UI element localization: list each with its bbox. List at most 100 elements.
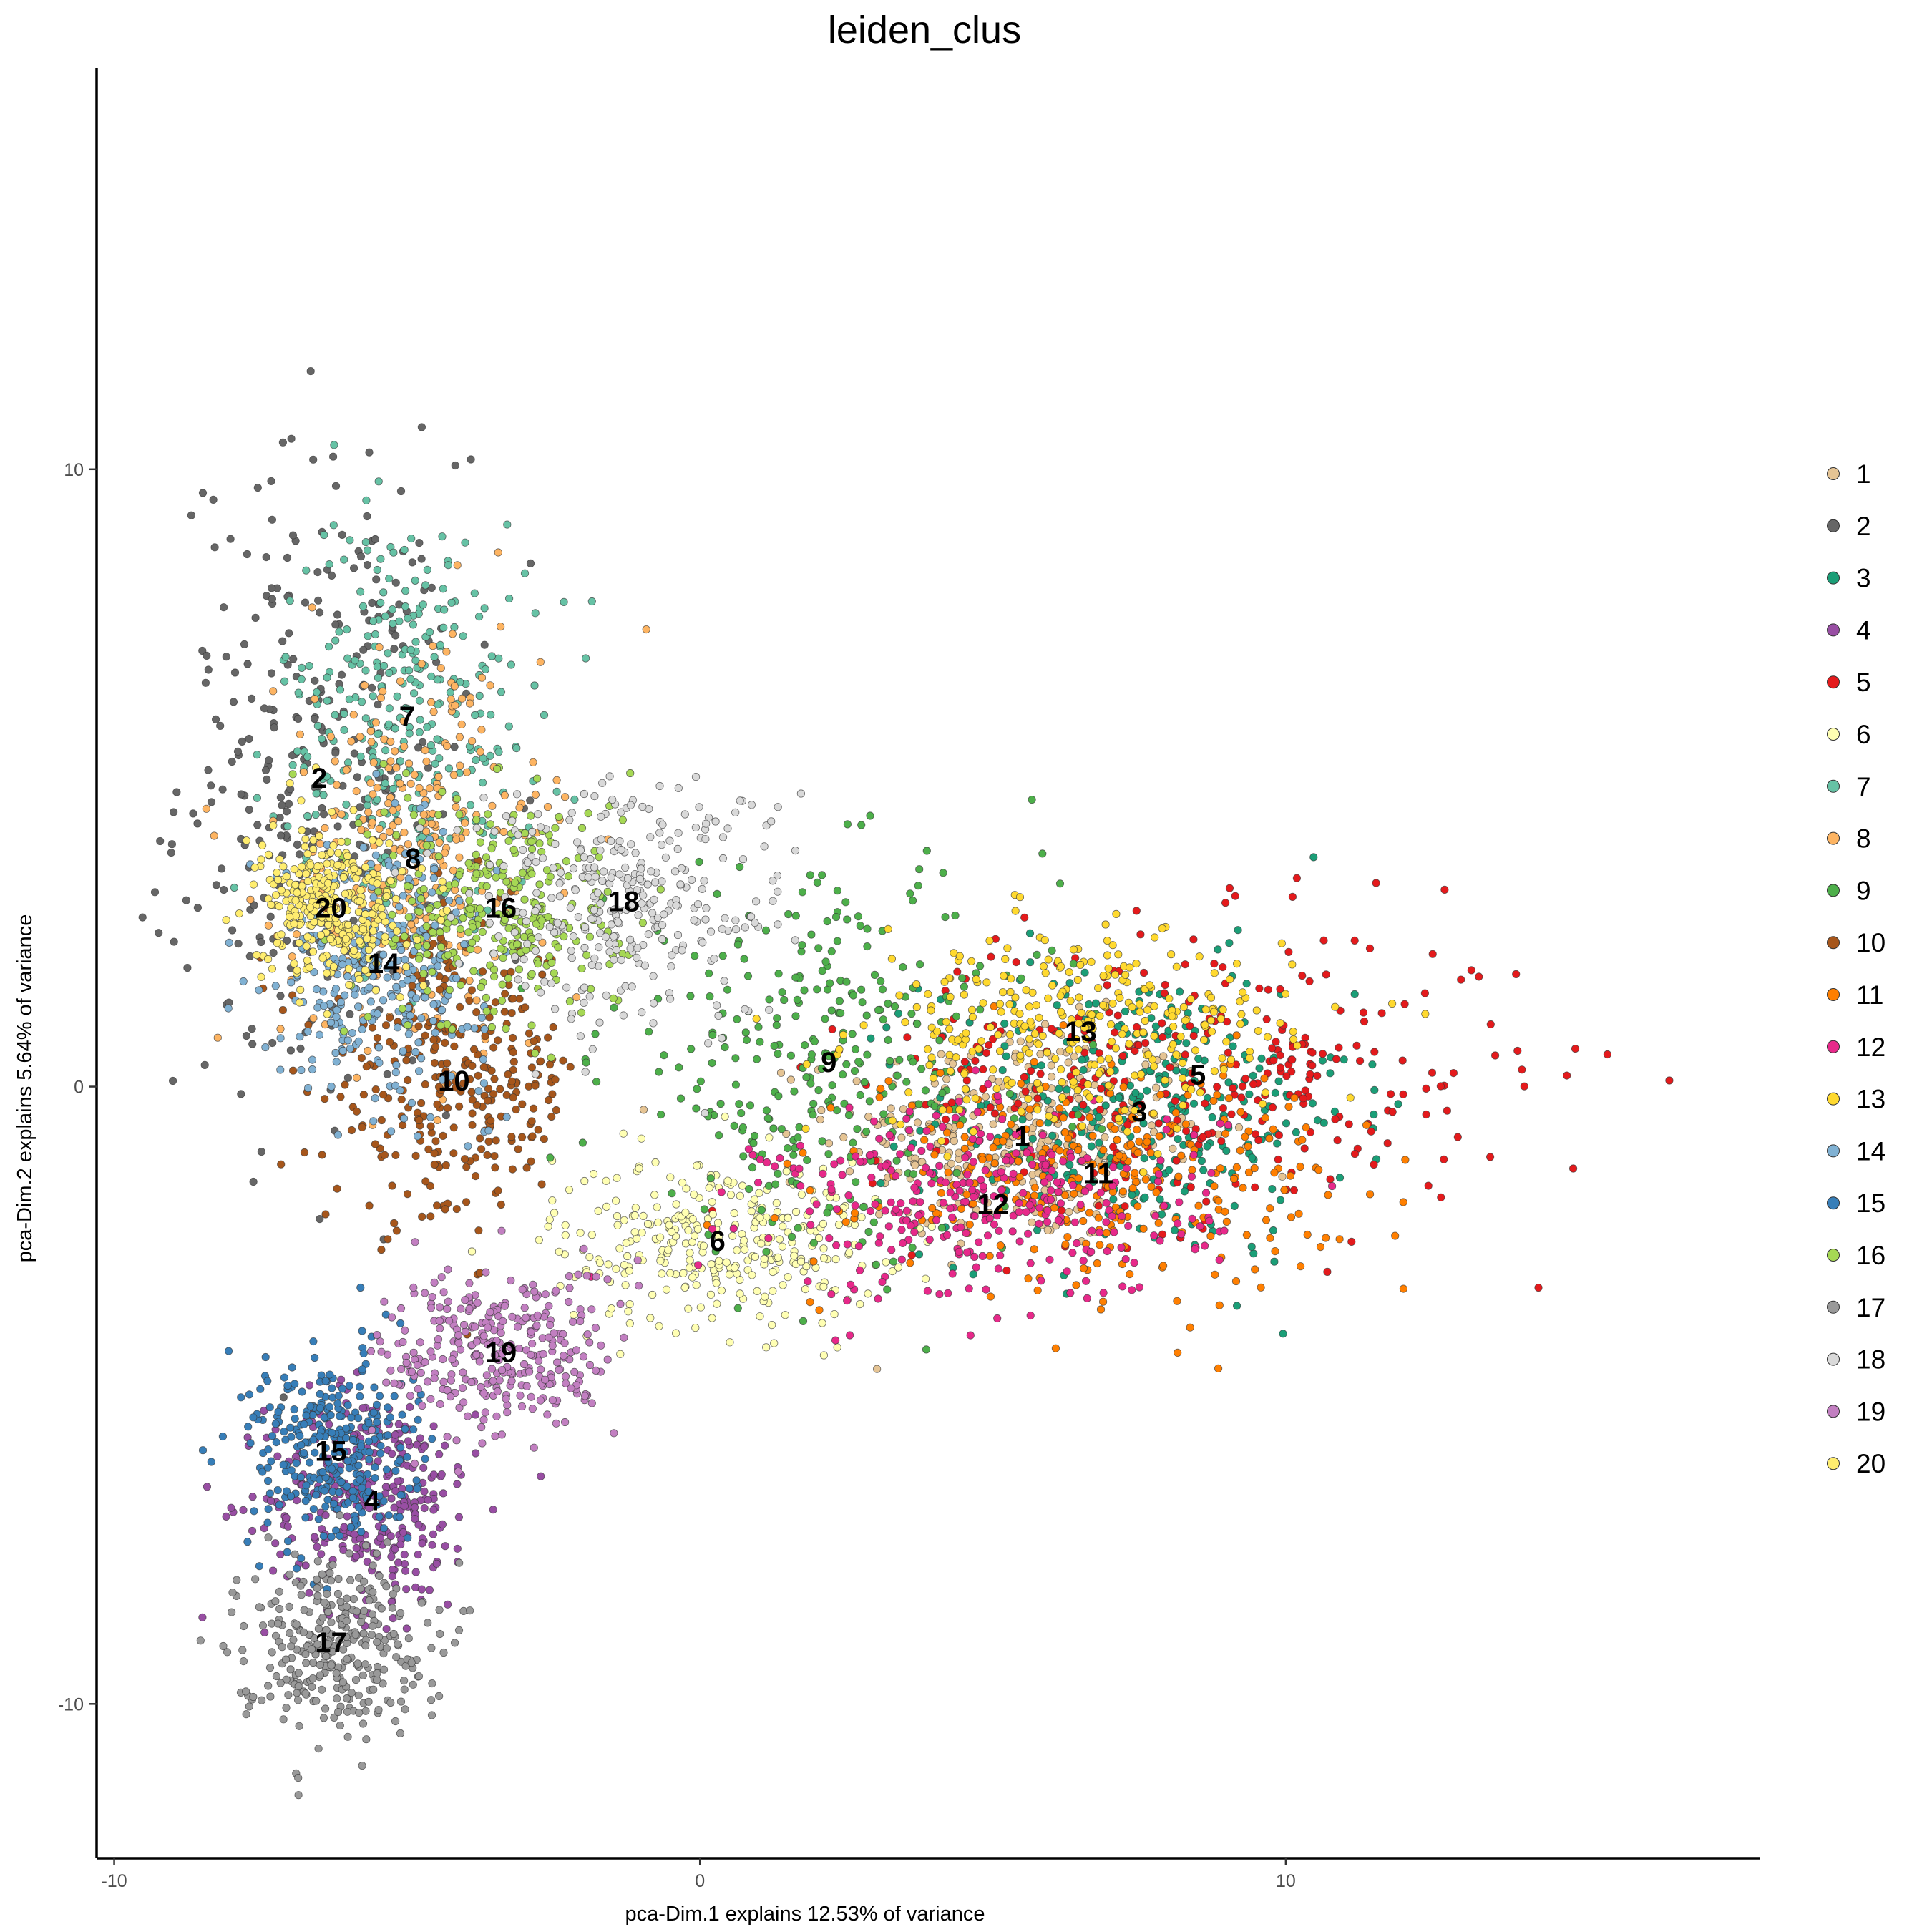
data-point [313,1543,321,1551]
data-point [403,976,412,985]
data-point [801,1285,810,1294]
data-point [798,888,807,897]
data-point [494,654,503,663]
data-point [1224,1078,1233,1087]
data-point [323,673,331,682]
data-point [1189,1151,1198,1159]
data-point [430,1161,439,1169]
data-point [845,1167,854,1176]
data-point [391,578,400,587]
data-point [299,768,308,776]
data-point [989,1065,997,1074]
data-point [1058,1093,1067,1102]
data-point [1046,1196,1055,1204]
data-point [265,756,273,765]
data-point [818,871,826,879]
data-point [222,653,230,661]
data-point [1057,1008,1065,1016]
data-point [392,1226,401,1235]
data-point [796,1181,805,1190]
data-point [875,1134,884,1143]
data-point [826,979,834,987]
data-point [971,1056,980,1065]
data-point [369,692,377,701]
data-point [972,1263,980,1272]
data-point [230,668,240,677]
data-point [472,1008,481,1017]
data-point [450,1042,459,1050]
data-point [827,1006,836,1015]
data-point [1118,1282,1127,1291]
data-point [443,1079,452,1088]
data-point [1303,1230,1312,1239]
data-point [1261,1088,1270,1097]
data-point [1160,1201,1169,1210]
data-point [762,1247,771,1256]
data-point [733,1015,741,1023]
data-point [1181,960,1189,969]
data-point [1280,1186,1289,1194]
data-point [1319,1118,1328,1127]
data-point [955,952,965,960]
data-point [1440,1155,1448,1163]
data-point [406,779,415,788]
data-point [1239,1082,1247,1091]
data-point [333,1131,342,1139]
data-point [338,1385,347,1393]
data-point [396,757,405,766]
data-point [534,1126,542,1134]
data-point [322,772,331,781]
data-point [1169,1023,1178,1031]
data-point [625,1300,634,1309]
data-point [382,1465,391,1474]
data-point [319,987,328,996]
data-point [1009,1169,1018,1178]
data-point [283,1548,291,1556]
data-point [1271,1088,1279,1097]
data-point [1051,1055,1060,1063]
data-point [475,1134,484,1143]
data-point [917,1146,926,1156]
data-point [1154,1119,1163,1128]
data-point [988,1035,997,1043]
data-point [423,950,431,959]
data-point [1070,1053,1078,1061]
data-point [406,675,415,683]
data-point [1158,1033,1167,1042]
data-point [189,809,197,818]
data-point [374,730,382,738]
data-point [613,1174,621,1182]
data-point [1520,1082,1528,1091]
data-point [366,727,375,736]
data-point [543,803,552,811]
data-point [530,681,539,690]
data-point [1091,1060,1099,1069]
data-point [1252,1006,1261,1015]
data-point [1048,1151,1056,1159]
data-point [1080,968,1089,977]
data-point [912,980,921,989]
data-point [985,937,994,945]
data-point [472,1101,482,1110]
data-point [1428,1068,1437,1077]
data-point [301,1561,310,1570]
data-point [572,993,581,1002]
data-point [967,957,976,965]
data-point [1012,958,1020,967]
data-point [787,1232,796,1241]
data-point [1328,1182,1337,1191]
data-point [486,681,494,690]
data-point [170,937,178,946]
data-point [477,726,486,734]
data-point [526,811,535,820]
data-point [1443,1106,1452,1115]
data-point [726,1191,736,1199]
data-point [367,738,376,746]
data-point [707,1260,716,1269]
data-point [1085,1000,1093,1009]
data-point [1121,1106,1129,1115]
data-point [263,1463,272,1472]
data-point [968,1186,977,1194]
data-point [854,1058,863,1066]
data-point [267,477,275,486]
